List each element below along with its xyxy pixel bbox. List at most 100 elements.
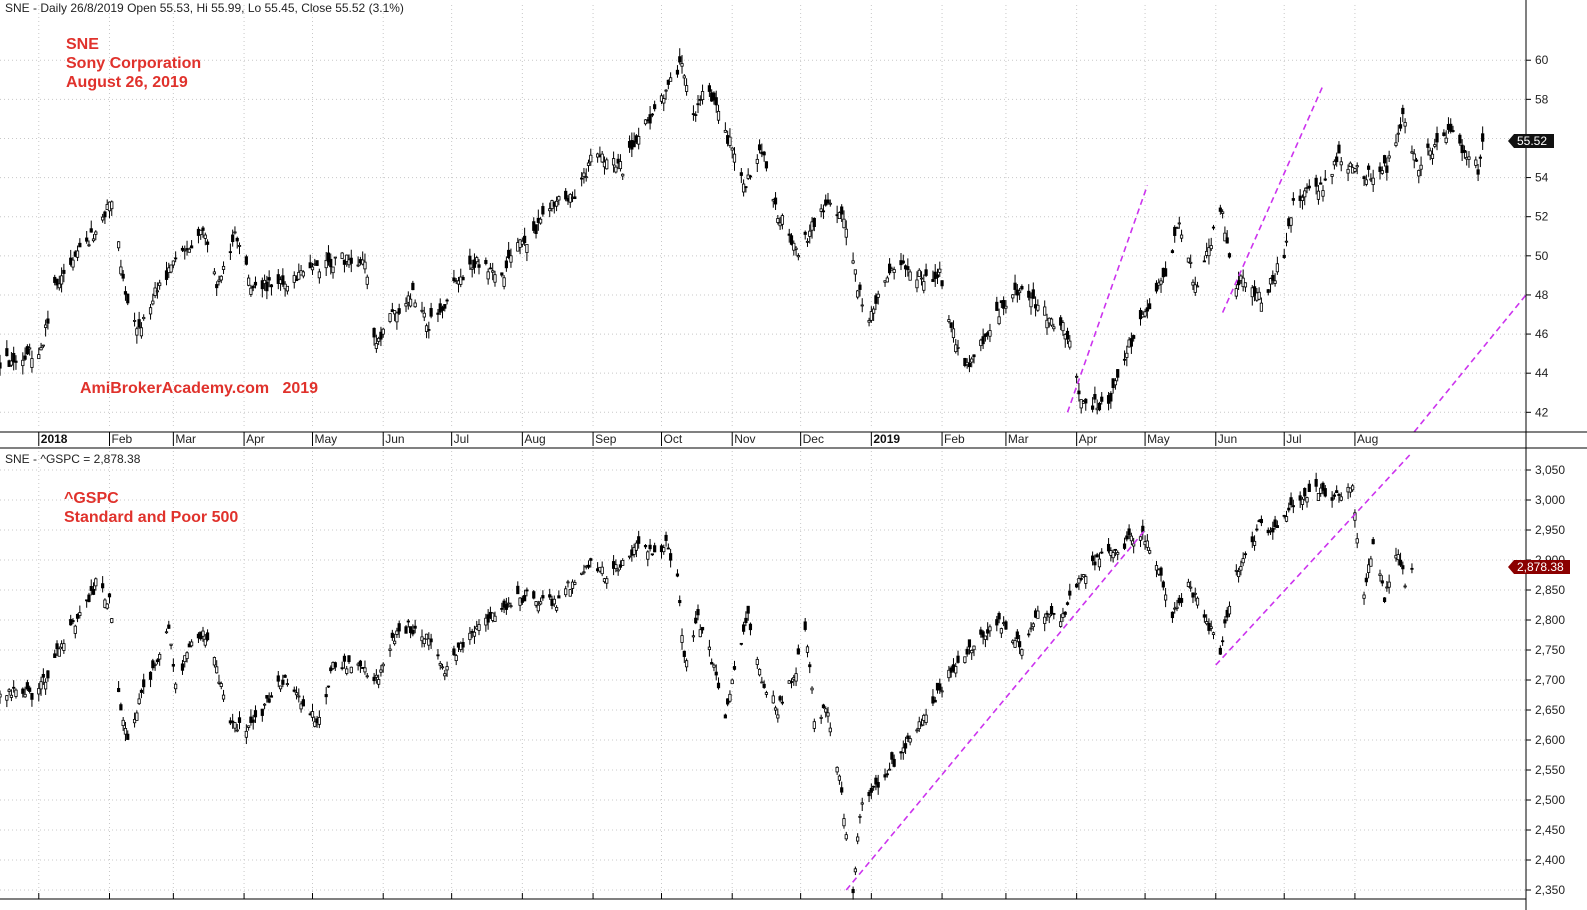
candle-body <box>244 730 248 738</box>
candle-body <box>1161 581 1165 588</box>
candle-body <box>427 329 431 331</box>
candle-body <box>1065 330 1070 340</box>
candle-body <box>627 555 632 558</box>
candle-body <box>155 290 159 293</box>
candle-body <box>1282 514 1286 517</box>
candle-body <box>710 662 714 665</box>
candle-body <box>1100 551 1104 554</box>
candle-body <box>158 653 162 660</box>
candle-body <box>1004 621 1008 630</box>
sne-header: SNE - Daily 26/8/2019 Open 55.53, Hi 55.… <box>5 1 404 15</box>
candle-body <box>810 687 814 691</box>
candle-body <box>940 690 944 693</box>
candle-body <box>390 632 394 638</box>
candle-body <box>552 598 556 605</box>
candle-body <box>858 284 862 290</box>
candle-body <box>643 119 648 125</box>
candle-body <box>1291 198 1295 201</box>
candle-body <box>123 728 128 735</box>
candle-body <box>1163 594 1168 601</box>
candle-body <box>1075 583 1079 588</box>
candle-body <box>393 310 397 315</box>
candle-body <box>379 331 383 340</box>
candle-body <box>1314 478 1318 487</box>
candle-body <box>669 553 673 561</box>
candle-body <box>1221 211 1225 214</box>
x-month-label: Jul <box>1286 432 1301 446</box>
candle-body <box>1300 196 1305 201</box>
candle-body <box>1387 155 1391 159</box>
x-year-label: 2019 <box>873 432 900 446</box>
candle-body <box>844 228 848 238</box>
candle-body <box>247 277 251 286</box>
candle-body <box>653 104 657 110</box>
candle-body <box>265 281 269 292</box>
candle-body <box>876 293 880 298</box>
candle-body <box>648 544 652 550</box>
candle-body <box>326 252 331 263</box>
candle-body <box>796 255 800 258</box>
candle-body <box>965 648 969 655</box>
candle-body <box>742 624 746 632</box>
candle-body <box>1234 288 1238 297</box>
candle-body <box>488 267 493 270</box>
x-month-label: Feb <box>944 432 965 446</box>
candle-body <box>707 85 711 92</box>
candle-body <box>908 271 912 281</box>
candle-body <box>600 566 604 575</box>
candle-body <box>59 275 64 285</box>
candle-body <box>142 679 146 688</box>
candle-body <box>1059 317 1063 326</box>
x-month-label: Dec <box>803 432 824 446</box>
x-month-label: Sep <box>595 432 617 446</box>
candle-body <box>445 299 449 302</box>
candle-body <box>1148 550 1152 554</box>
candle-body <box>534 224 538 234</box>
candle-body <box>493 274 497 283</box>
candle-body <box>1369 558 1373 567</box>
candle-body <box>9 694 14 698</box>
candle-body <box>924 714 928 723</box>
candle-body <box>132 718 137 724</box>
candle-body <box>397 308 401 314</box>
candle-body <box>167 624 171 629</box>
candle-body <box>890 752 894 760</box>
candle-body <box>956 347 960 349</box>
candle-body <box>153 663 157 666</box>
candle-body <box>75 613 80 619</box>
candle-body <box>1116 369 1120 378</box>
candle-body <box>1444 137 1448 143</box>
candle-body <box>789 681 794 683</box>
gspc-last-value: 2,878.38 <box>1517 560 1564 574</box>
candle-body <box>1189 586 1193 589</box>
candle-body <box>997 316 1001 325</box>
candle-body <box>190 245 194 249</box>
candle-body <box>1211 226 1216 229</box>
candle-body <box>57 283 61 289</box>
candle-body <box>730 679 734 685</box>
candle-body <box>773 707 778 711</box>
candle-body <box>381 328 385 335</box>
candle-body <box>1401 565 1405 570</box>
candle-body <box>269 284 274 288</box>
candle-body <box>851 260 855 264</box>
candle-body <box>461 642 465 648</box>
candle-body <box>618 564 623 568</box>
gspc-y-tick-label: 2,850 <box>1535 583 1565 597</box>
candle-body <box>199 229 203 236</box>
candle-body <box>46 318 50 324</box>
candle-body <box>1091 555 1095 562</box>
candle-body <box>395 630 399 635</box>
sne-ticker-label: SNE <box>66 36 99 53</box>
candle-body <box>265 695 269 699</box>
candle-body <box>678 56 682 63</box>
candle-body <box>1004 305 1008 309</box>
candle-body <box>557 595 561 599</box>
candle-body <box>1289 217 1293 226</box>
candle-body <box>1191 281 1195 286</box>
candle-body <box>1378 573 1382 576</box>
candle-body <box>1045 319 1049 329</box>
candle-body <box>119 266 123 275</box>
candle-body <box>805 240 810 243</box>
trendlines <box>845 85 1527 891</box>
